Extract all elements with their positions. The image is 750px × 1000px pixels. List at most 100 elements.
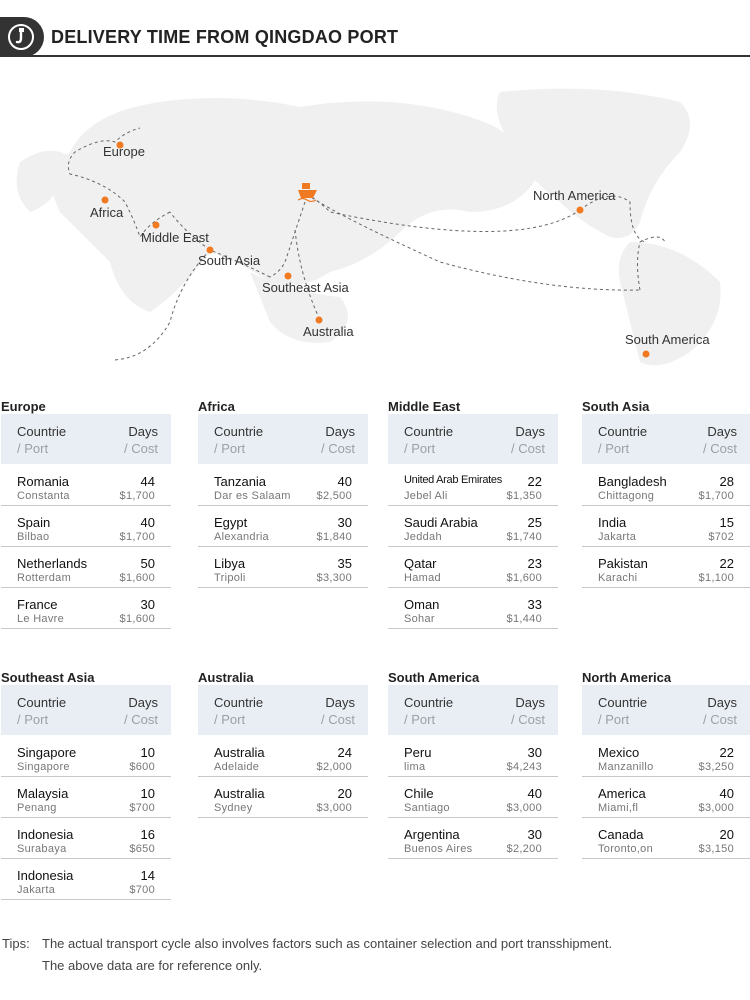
- col-port-label: / Port: [214, 441, 246, 456]
- country-name: Indonesia: [17, 868, 74, 883]
- region-title: South America: [388, 670, 480, 685]
- table-row: Australia Sydney 20 $3,000: [198, 777, 368, 818]
- table-header: Countrie / Port Days / Cost: [1, 685, 171, 735]
- delivery-days: 40: [337, 474, 352, 489]
- ship-icon: [297, 183, 317, 203]
- region-title: Middle East: [388, 399, 461, 414]
- col-days-label: Days: [707, 695, 737, 710]
- table-header: Countrie / Port Days / Cost: [198, 414, 368, 464]
- shipping-routes: [67, 127, 666, 361]
- region-table-australia: Australia Countrie / Port Days / Cost Au…: [198, 670, 368, 819]
- shipping-cost: $3,150: [698, 843, 734, 855]
- delivery-days: 22: [719, 556, 734, 571]
- port-name: Santiago: [404, 802, 450, 814]
- country-name: France: [17, 597, 58, 612]
- col-days-label: Days: [325, 424, 355, 439]
- port-name: Jeddah: [404, 531, 442, 543]
- map-label-southeast-asia: Southeast Asia: [262, 280, 349, 295]
- shipping-cost: $702: [708, 531, 734, 543]
- tips-label: Tips:: [2, 936, 30, 951]
- page-header: DELIVERY TIME FROM QINGDAO PORT: [0, 0, 750, 58]
- delivery-days: 23: [527, 556, 542, 571]
- table-row: India Jakarta 15 $702: [582, 506, 750, 547]
- region-table-africa: Africa Countrie / Port Days / Cost Tanza…: [198, 399, 368, 589]
- port-name: Alexandria: [214, 531, 269, 543]
- world-map: [16, 88, 721, 366]
- region-title: Africa: [198, 399, 235, 414]
- region-title: Europe: [1, 399, 46, 414]
- table-row: Saudi Arabia Jeddah 25 $1,740: [388, 506, 558, 547]
- map-label-africa: Africa: [90, 205, 124, 220]
- port-name: Dar es Salaam: [214, 490, 291, 502]
- shipping-cost: $1,840: [316, 531, 352, 543]
- shipping-cost: $4,243: [506, 761, 542, 773]
- col-country-label: Countrie: [17, 424, 67, 439]
- delivery-days: 15: [719, 515, 734, 530]
- col-country-label: Countrie: [214, 424, 264, 439]
- port-name: Jakarta: [598, 531, 637, 543]
- port-name: Jakarta: [17, 884, 56, 896]
- country-name: Tanzania: [214, 474, 267, 489]
- tips-line-1: The actual transport cycle also involves…: [42, 936, 613, 951]
- shipping-cost: $700: [129, 802, 155, 814]
- table-row: Libya Tripoli 35 $3,300: [198, 547, 368, 588]
- shipping-cost: $3,250: [698, 761, 734, 773]
- hook-icon: [8, 24, 34, 50]
- table-header: Countrie / Port Days / Cost: [582, 685, 750, 735]
- country-name: Egypt: [214, 515, 248, 530]
- country-name: Netherlands: [17, 556, 88, 571]
- region-title: Australia: [198, 670, 254, 685]
- region-table-southeast-asia: Southeast Asia Countrie / Port Days / Co…: [1, 670, 171, 901]
- col-cost-label: / Cost: [124, 441, 158, 456]
- table-header: Countrie / Port Days / Cost: [198, 685, 368, 735]
- table-header: Countrie / Port Days / Cost: [388, 414, 558, 464]
- country-name: Singapore: [17, 745, 77, 760]
- country-name: Mexico: [598, 745, 640, 760]
- table-row: Peru lima 30 $4,243: [388, 736, 558, 777]
- delivery-days: 40: [719, 786, 734, 801]
- shipping-cost: $3,000: [316, 802, 352, 814]
- map-label-middle-east: Middle East: [141, 230, 209, 245]
- country-name: Australia: [214, 786, 265, 801]
- delivery-days: 24: [337, 745, 352, 760]
- col-cost-label: / Cost: [703, 441, 737, 456]
- table-row: Singapore Singapore 10 $600: [1, 736, 171, 777]
- table-row: Egypt Alexandria 30 $1,840: [198, 506, 368, 547]
- col-port-label: / Port: [598, 441, 630, 456]
- col-country-label: Countrie: [214, 695, 264, 710]
- col-country-label: Countrie: [17, 695, 67, 710]
- shipping-cost: $1,100: [698, 572, 734, 584]
- col-cost-label: / Cost: [124, 712, 158, 727]
- map-label-north-america: North America: [533, 188, 616, 203]
- port-name: Karachi: [598, 572, 638, 584]
- delivery-days: 50: [140, 556, 155, 571]
- delivery-days: 20: [719, 827, 734, 842]
- region-table-middle-east: Middle East Countrie / Port Days / Cost …: [388, 399, 558, 630]
- country-name: Peru: [404, 745, 432, 760]
- shipping-cost: $2,200: [506, 843, 542, 855]
- col-days-label: Days: [515, 424, 545, 439]
- table-row: Netherlands Rotterdam 50 $1,600: [1, 547, 171, 588]
- col-country-label: Countrie: [404, 424, 454, 439]
- port-name: Manzanillo: [598, 761, 654, 773]
- col-country-label: Countrie: [598, 424, 648, 439]
- delivery-days: 25: [527, 515, 542, 530]
- table-header: Countrie / Port Days / Cost: [388, 685, 558, 735]
- shipping-cost: $1,700: [119, 490, 155, 502]
- shipping-cost: $3,000: [698, 802, 734, 814]
- map-label-europe: Europe: [103, 144, 145, 159]
- shipping-cost: $1,700: [698, 490, 734, 502]
- table-header: Countrie / Port Days / Cost: [582, 414, 750, 464]
- col-days-label: Days: [128, 695, 158, 710]
- table-row: Romania Constanta 44 $1,700: [1, 465, 171, 506]
- region-table-north-america: North America Countrie / Port Days / Cos…: [582, 670, 750, 860]
- country-name: Pakistan: [598, 556, 648, 571]
- delivery-days: 22: [719, 745, 734, 760]
- delivery-days: 44: [140, 474, 155, 489]
- port-name: Toronto,on: [598, 843, 653, 855]
- country-name: Romania: [17, 474, 70, 489]
- port-name: Sohar: [404, 613, 435, 625]
- delivery-days: 10: [140, 786, 155, 801]
- table-header: Countrie / Port Days / Cost: [1, 414, 171, 464]
- region-title: North America: [582, 670, 672, 685]
